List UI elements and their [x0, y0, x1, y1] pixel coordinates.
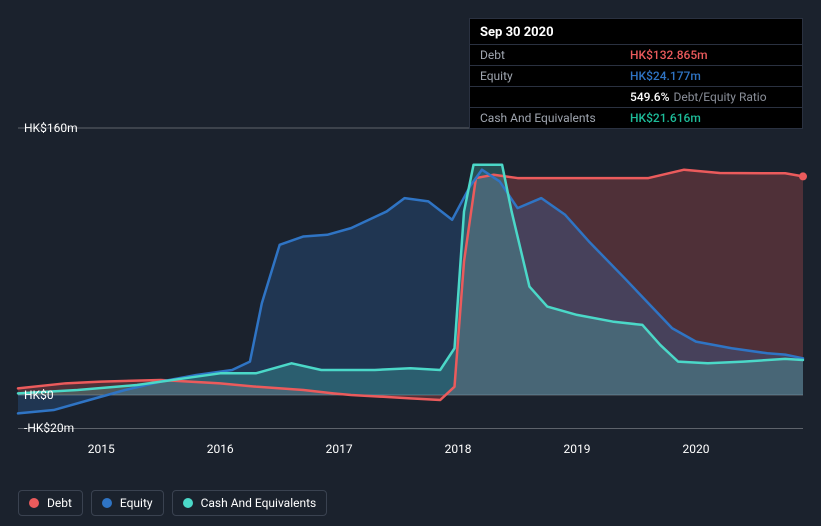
y-tick-label: -HK$20m	[24, 421, 74, 435]
x-tick-label: 2018	[445, 442, 472, 456]
x-tick-label: 2016	[207, 442, 234, 456]
legend-item[interactable]: Debt	[18, 490, 83, 516]
legend-label: Debt	[47, 496, 72, 510]
tooltip-row-suffix: Debt/Equity Ratio	[673, 90, 766, 104]
tooltip-row-value: HK$132.865m	[630, 48, 708, 62]
legend-dot-icon	[29, 498, 39, 508]
legend-label: Equity	[120, 496, 153, 510]
tooltip-row: 549.6% Debt/Equity Ratio	[470, 86, 802, 107]
tooltip-row-label: Equity	[480, 69, 630, 83]
legend-dot-icon	[102, 498, 112, 508]
tooltip-row-value: 549.6%	[630, 90, 669, 104]
x-tick-label: 2020	[682, 442, 709, 456]
x-tick-label: 2019	[564, 442, 591, 456]
legend-item[interactable]: Equity	[91, 490, 164, 516]
y-tick-label: HK$160m	[24, 121, 78, 135]
tooltip-row-label: Cash And Equivalents	[480, 111, 630, 125]
tooltip-row: Cash And EquivalentsHK$21.616m	[470, 107, 802, 128]
chart-tooltip: Sep 30 2020 DebtHK$132.865mEquityHK$24.1…	[469, 18, 803, 129]
tooltip-row-label: Debt	[480, 48, 630, 62]
legend-dot-icon	[183, 498, 193, 508]
tooltip-row: EquityHK$24.177m	[470, 65, 802, 86]
tooltip-title: Sep 30 2020	[470, 19, 802, 44]
tooltip-row: DebtHK$132.865m	[470, 44, 802, 65]
x-tick-label: 2015	[88, 442, 115, 456]
tooltip-row-value: HK$21.616m	[630, 111, 701, 125]
y-tick-label: HK$0	[24, 388, 54, 402]
tooltip-row-value: HK$24.177m	[630, 69, 701, 83]
legend-label: Cash And Equivalents	[201, 496, 317, 510]
legend-item[interactable]: Cash And Equivalents	[172, 490, 328, 516]
tooltip-row-label	[480, 90, 630, 104]
chart-legend: Debt Equity Cash And Equivalents	[18, 490, 327, 516]
x-tick-label: 2017	[326, 442, 353, 456]
